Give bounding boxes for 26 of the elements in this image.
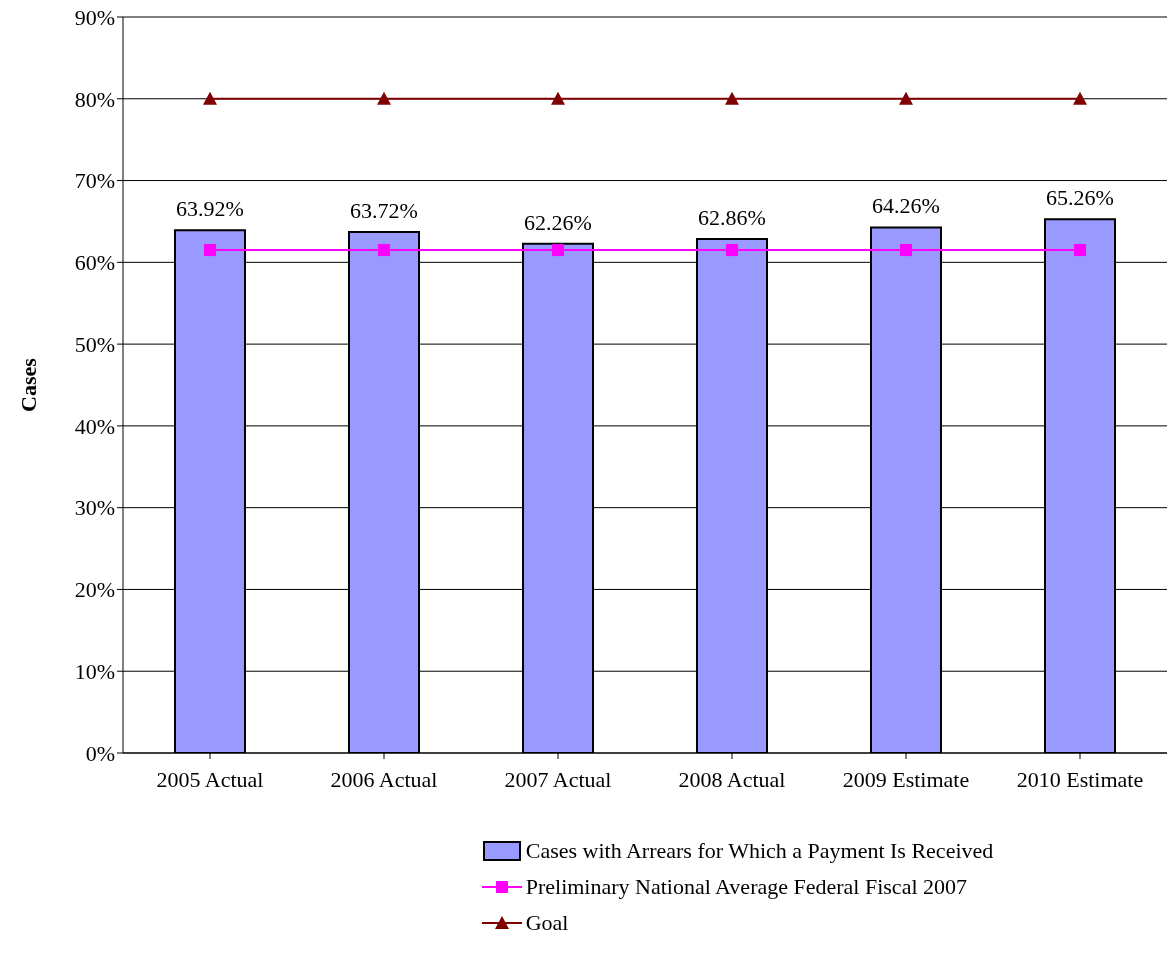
data-label: 64.26% <box>872 193 940 219</box>
y-tick-label: 80% <box>74 86 115 112</box>
data-label: 62.86% <box>698 204 766 230</box>
y-tick-label: 0% <box>85 740 115 766</box>
x-tick-label: 2007 Actual <box>504 766 612 792</box>
x-tick-label: 2010 Estimate <box>1016 766 1144 792</box>
y-tick-label: 60% <box>74 250 115 276</box>
x-tick-label: 2005 Actual <box>156 766 264 792</box>
y-tick-label: 40% <box>74 413 115 439</box>
y-tick-label: 50% <box>74 331 115 357</box>
legend-label: Cases with Arrears for Which a Payment Is Received <box>525 838 994 864</box>
data-label: 63.72% <box>350 197 418 223</box>
y-axis-title: Cases <box>15 357 41 412</box>
data-label: 63.92% <box>176 196 244 222</box>
x-tick-label: 2006 Actual <box>330 766 438 792</box>
legend-label: Goal <box>525 910 569 936</box>
x-tick-label: 2008 Actual <box>678 766 786 792</box>
legend-label: Preliminary National Average Federal Fiscal 2007 <box>525 874 968 900</box>
x-tick-label: 2009 Estimate <box>842 766 970 792</box>
y-tick-label: 20% <box>74 577 115 603</box>
y-tick-label: 10% <box>74 659 115 685</box>
data-label: 62.26% <box>524 209 592 235</box>
data-label: 65.26% <box>1046 185 1114 211</box>
y-tick-label: 90% <box>74 4 115 30</box>
y-tick-label: 70% <box>74 168 115 194</box>
y-tick-label: 30% <box>74 495 115 521</box>
